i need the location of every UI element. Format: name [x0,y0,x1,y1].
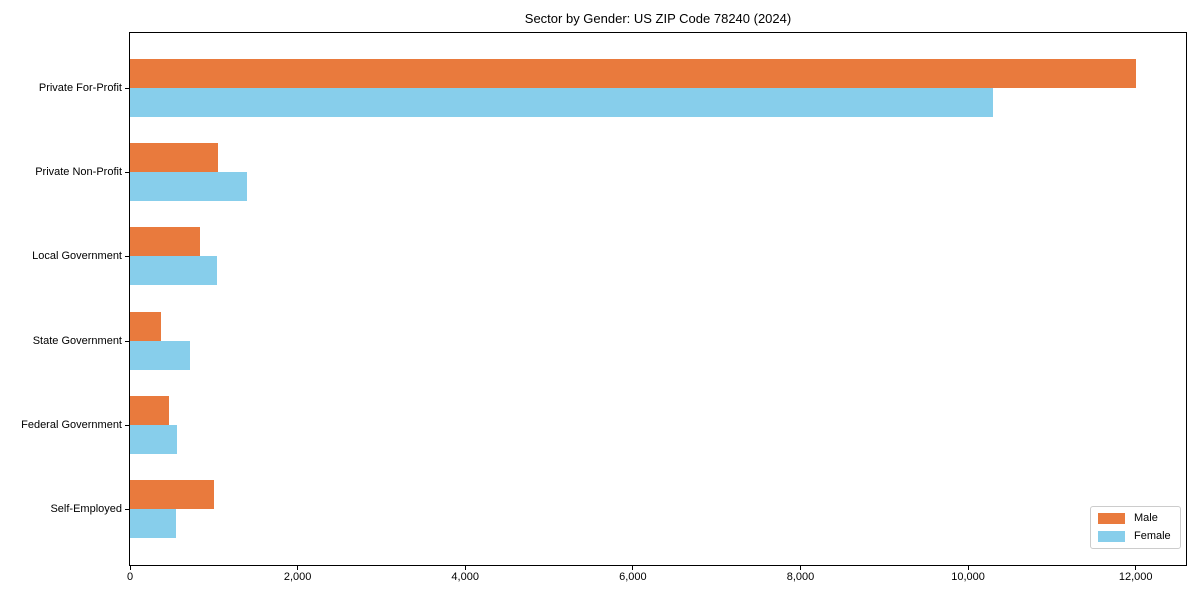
x-tick-label: 12,000 [1118,571,1153,583]
bar-female-state-government [130,340,190,370]
x-tick-mark [800,566,801,570]
y-tick-mark [125,172,129,174]
female-color-swatch [1098,531,1125,542]
y-tick-label: Federal Government [21,418,122,431]
bar-female-self-employed [130,509,177,538]
legend: Male Female [1090,506,1181,549]
legend-item-female: Female [1098,531,1171,542]
y-tick-mark [125,88,129,89]
bar-male-self-employed [130,480,214,509]
y-tick-mark [125,340,129,342]
legend-label-male: Male [1134,512,1158,524]
bar-female-federal-government [130,424,177,454]
bar-male-private-non-profit [130,143,218,173]
y-tick-mark [125,509,129,510]
x-tick-label: 2,000 [283,571,312,583]
bar-male-local-government [130,227,200,257]
y-tick-label: Private Non-Profit [35,166,122,179]
y-tick-mark [125,424,129,426]
chart-title: Sector by Gender: US ZIP Code 78240 (202… [524,11,792,26]
y-tick-label: Private For-Profit [38,82,122,94]
plot-area [129,32,1187,566]
bar-male-federal-government [130,395,169,425]
x-tick-label: 8,000 [786,571,815,583]
x-tick-mark [1135,566,1137,570]
legend-item-male: Male [1098,513,1171,524]
x-tick-label: 6,000 [619,571,647,583]
x-tick-label: 10,000 [951,571,985,583]
x-tick-mark [464,566,466,570]
bar-female-local-government [130,256,218,286]
bar-male-private-for-profit [130,59,1136,88]
bar-female-private-non-profit [130,172,247,202]
x-tick-mark [129,566,131,570]
x-tick-label: 4,000 [451,571,479,583]
y-tick-label: Local Government [32,250,122,263]
bar-female-private-for-profit [130,88,994,117]
male-color-swatch [1098,513,1125,524]
y-tick-label: State Government [32,334,122,347]
x-tick-mark [967,566,969,570]
x-tick-label: 0 [126,571,134,583]
y-tick-label: Self-Employed [50,503,122,515]
bar-male-state-government [130,311,161,341]
x-tick-mark [297,566,299,570]
legend-label-female: Female [1134,530,1171,542]
x-tick-mark [632,566,634,570]
y-tick-mark [125,256,129,258]
